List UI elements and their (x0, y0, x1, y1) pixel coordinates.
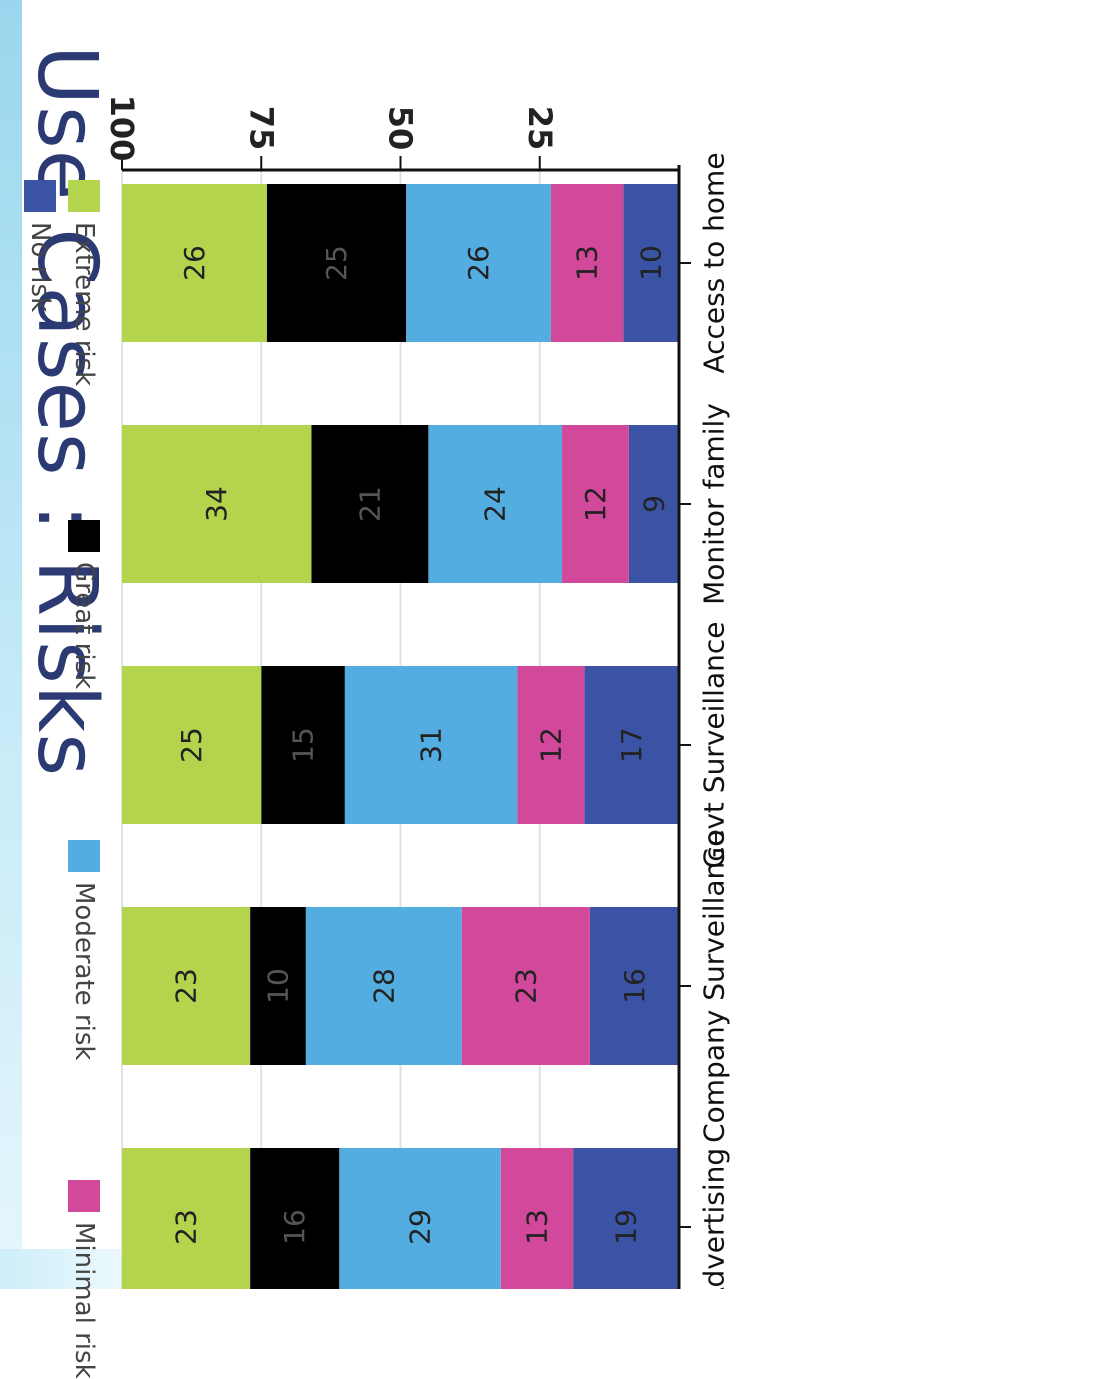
legend-label: Great risk (69, 562, 99, 690)
bar-segment (428, 425, 563, 583)
data-label: 26 (178, 245, 211, 281)
data-label: 29 (403, 1209, 436, 1245)
y-tick-label: 100 (103, 95, 141, 162)
bar-segment (623, 184, 679, 342)
bar-segment (589, 907, 679, 1065)
data-label: 10 (635, 245, 668, 281)
y-tick-label: 25 (521, 106, 559, 151)
data-label: 25 (320, 245, 353, 281)
legend-label: Moderate risk (69, 882, 99, 1061)
corner-decoration (0, 1249, 130, 1289)
bar-segment (121, 1148, 251, 1289)
y-tick-label: 75 (242, 106, 280, 151)
data-label: 34 (200, 486, 233, 522)
legend-swatch (68, 840, 100, 872)
legend-swatch (24, 180, 56, 212)
data-label: 19 (610, 1209, 643, 1245)
bar-segment (122, 666, 262, 824)
bar-segment (550, 184, 624, 342)
bar-segment (261, 666, 345, 824)
bar-segment (250, 1148, 340, 1289)
bar-segment (628, 425, 679, 583)
y-tick-label: 50 (382, 106, 420, 151)
bar-segment (311, 425, 429, 583)
legend-label: No risk (25, 222, 55, 313)
data-label: 16 (618, 968, 651, 1004)
data-label: 21 (353, 486, 386, 522)
category-label: Advertising (698, 1148, 731, 1289)
bar-segment (339, 1148, 501, 1289)
data-label: 24 (479, 486, 512, 522)
bar-segment (562, 425, 629, 583)
data-label: 10 (261, 968, 294, 1004)
data-label: 28 (367, 968, 400, 1004)
data-label: 13 (571, 245, 604, 281)
bar-segment (250, 907, 306, 1065)
data-label: 13 (520, 1209, 553, 1245)
legend-label: Extreme risk (69, 222, 99, 387)
bar-segment (584, 666, 679, 824)
category-label: Company Surveillance (698, 829, 731, 1143)
bar-segment (517, 666, 585, 824)
data-label: 9 (637, 495, 670, 513)
data-label: 16 (278, 1209, 311, 1245)
data-label: 23 (170, 1209, 203, 1245)
bar-segment (344, 666, 518, 824)
bar-segment (461, 907, 590, 1065)
data-label: 12 (534, 727, 567, 763)
legend-item: Moderate risk (68, 840, 100, 1060)
data-label: 15 (287, 727, 320, 763)
legend-swatch (68, 520, 100, 552)
legend-swatch (68, 180, 100, 212)
rotated-chart-canvas: 10 13 26 25 26 9 12 24 21 34 17 12 31 15 25 16 23 28 10 23 1… (19, 45, 731, 1379)
bar-segment (500, 1148, 574, 1289)
data-label: 31 (415, 727, 448, 763)
category-label: Monitor family (698, 403, 731, 605)
left-edge-gradient (0, 0, 22, 1289)
data-label: 23 (170, 968, 203, 1004)
data-label: 12 (579, 486, 612, 522)
data-label: 17 (615, 727, 648, 763)
bar-segment (305, 907, 462, 1065)
legend-item: Extreme risk (68, 180, 100, 386)
legend-item: No risk (24, 180, 56, 312)
data-label: 26 (462, 245, 495, 281)
bar-segment (573, 1148, 679, 1289)
category-label: Access to home (698, 152, 731, 373)
legend-item: Great risk (68, 520, 100, 689)
bar-segment (121, 907, 251, 1065)
legend-swatch (68, 1180, 100, 1212)
data-label: 25 (175, 727, 208, 763)
stacked-bar-chart: 10 13 26 25 26 9 12 24 21 34 17 12 31 15 25 16 23 28 10 23 1… (103, 95, 731, 1289)
bar-segment (122, 184, 267, 342)
category-label: Govt Surveillance (698, 622, 731, 869)
bar-segment (122, 425, 312, 583)
data-label: 23 (509, 968, 542, 1004)
bar-segment (406, 184, 551, 342)
legend-label: Minimal risk (69, 1222, 99, 1379)
legend-item: Minimal risk (68, 1180, 100, 1379)
bar-segment (266, 184, 407, 342)
